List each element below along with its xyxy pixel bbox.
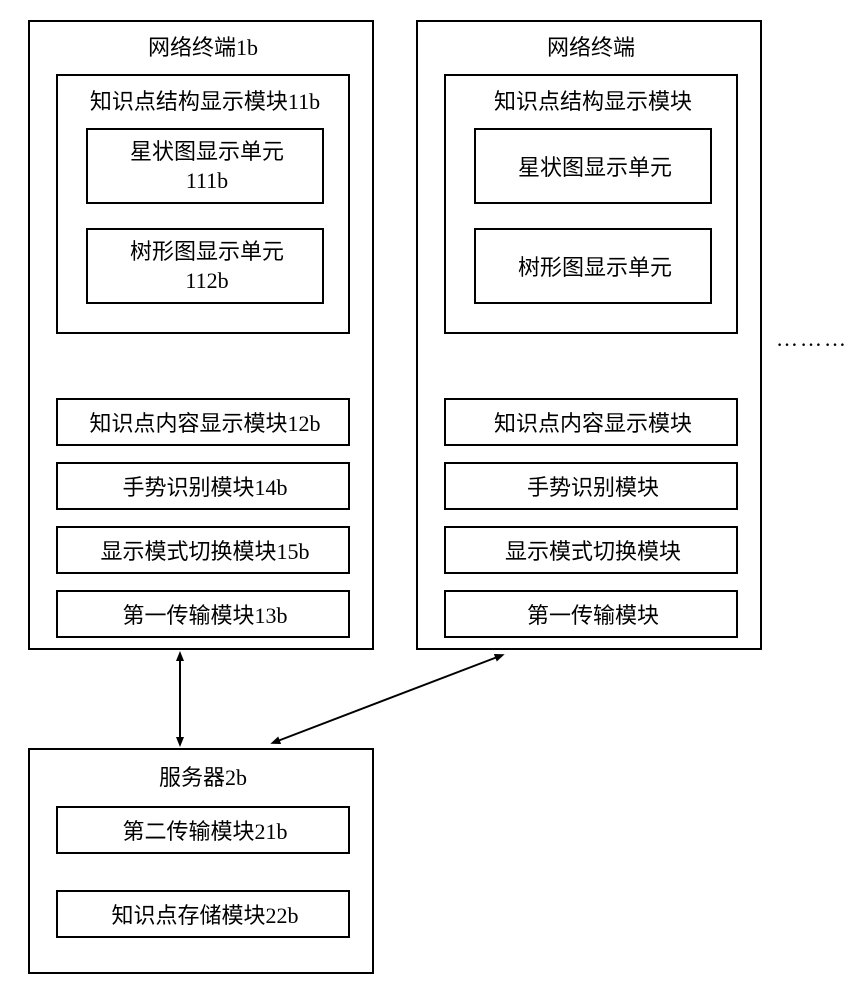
arrow-left-vertical xyxy=(0,0,848,1000)
